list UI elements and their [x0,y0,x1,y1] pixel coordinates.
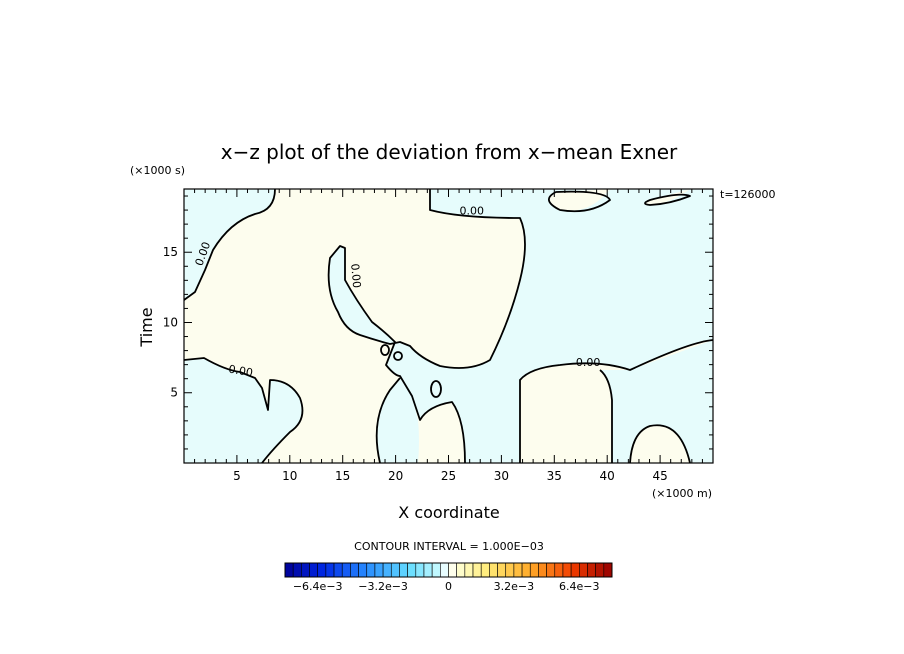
colorbar-cell [341,562,351,578]
colorbar-cell [407,562,417,578]
colorbar-cell [570,562,580,578]
x-tick-label: 25 [441,469,456,483]
colorbar-border [284,562,613,578]
time-label: t=126000 [720,188,776,201]
colorbar-cell [448,562,457,578]
y-tick-label: 15 [163,245,178,259]
colorbar-cell [390,562,400,578]
y-tick-label: 5 [170,386,178,400]
colorbar-cell [309,562,318,578]
colorbar-cell [513,562,523,578]
colorbar-cell [529,562,539,578]
x-tick-label: 10 [282,469,297,483]
y-tick-label: 10 [163,315,178,329]
colorbar-cell [399,562,408,578]
colorbar-cell [464,562,474,578]
colorbar-tick-label: 6.4e−3 [559,580,599,593]
chart-title: x−z plot of the deviation from x−mean Ex… [221,140,678,164]
colorbar-cell [292,562,302,578]
colorbar-cell [538,562,547,578]
colorbar-cell [562,562,572,578]
colorbar-cell [440,562,449,578]
colorbar-cell [366,562,376,578]
colorbar-cell [317,562,327,578]
contour-label: 0.00 [348,263,363,289]
colorbar-cell [595,562,605,578]
colorbar-cell [358,562,368,578]
x-tick-label: 30 [494,469,509,483]
colorbar-cell [350,562,359,578]
colorbar-cell [497,562,507,578]
colorbar-tick-label: −6.4e−3 [293,580,343,593]
zero-contours [183,188,714,464]
contour-interval-label: CONTOUR INTERVAL = 1.000E−03 [354,540,544,553]
colorbar-cell [431,562,441,578]
plot-area: 0.000.000.000.00 0.00 [183,188,714,464]
x-unit-label: (×1000 m) [652,487,712,500]
colorbar-cell [333,562,343,578]
x-tick-label: 20 [388,469,403,483]
colorbar-cell [472,562,482,578]
colorbar-cell [325,562,335,578]
y-axis-label: Time [137,307,156,347]
colorbar-cell [423,562,433,578]
contour-labels: 0.000.000.000.00 0.00 [193,204,601,379]
colorbar-cell [301,562,310,578]
x-tick-label: 45 [652,469,667,483]
x-tick-label: 15 [335,469,350,483]
y-axis: 5 10 15 [163,195,713,450]
colorbar-tick-label: −3.2e−3 [358,580,408,593]
colorbar-tick-label: 0 [445,580,452,593]
x-axis: 5 10 15 20 25 30 35 40 45 [194,189,703,483]
x-axis-label: X coordinate [398,503,499,522]
colorbar-cell [415,562,425,578]
colorbar-cell [284,562,294,578]
colorbar-cell [489,562,498,578]
x-tick-label: 5 [233,469,241,483]
colorbar-tick-label: 3.2e−3 [494,580,534,593]
colorbar-cell [521,562,531,578]
colorbar-cell [505,562,515,578]
colorbar-cell [587,562,596,578]
colorbar: −6.4e−3 −3.2e−3 0 3.2e−3 6.4e−3 [284,562,613,593]
contour-label: 0.00 [227,363,253,380]
colorbar-cell [546,562,556,578]
colorbar-cell [480,562,490,578]
contour-label: 0.00 [576,356,601,369]
x-tick-label: 35 [547,469,562,483]
x-tick-label: 40 [600,469,615,483]
colorbar-cell [554,562,564,578]
contour-label: 0.00 [460,204,485,217]
colorbar-cell [456,562,466,578]
colorbar-cell [603,562,613,578]
colorbar-cell [382,562,392,578]
colorbar-cell [374,562,384,578]
y-unit-label: (×1000 s) [130,164,185,177]
negative-regions [184,189,713,463]
colorbar-cell [578,562,588,578]
